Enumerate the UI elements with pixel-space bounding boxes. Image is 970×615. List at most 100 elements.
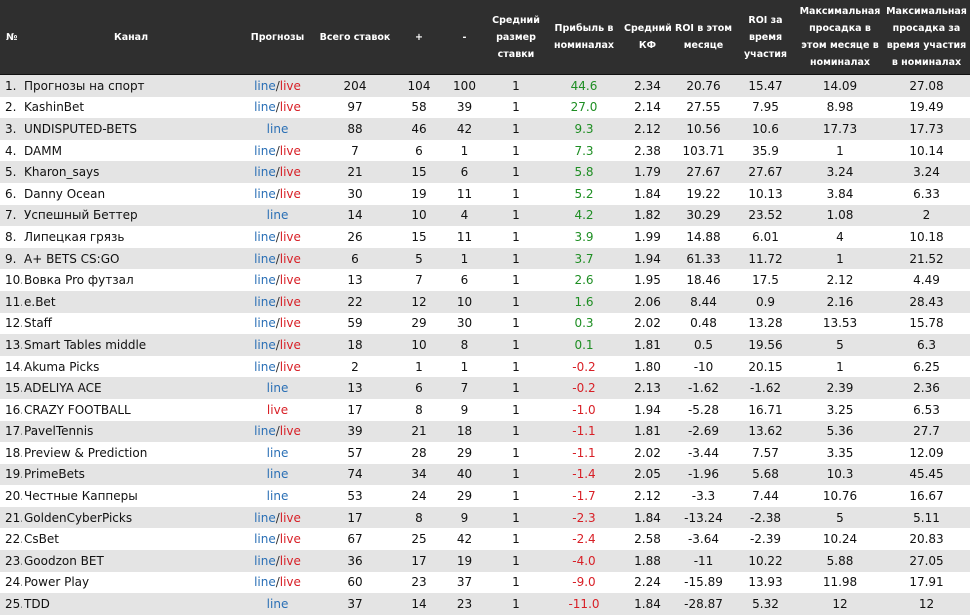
wins-count: 34 bbox=[395, 463, 443, 486]
forecast-line-link[interactable]: line bbox=[254, 510, 276, 525]
roi-month: -1.96 bbox=[673, 463, 734, 486]
forecast-line-link[interactable]: line bbox=[254, 424, 276, 439]
table-row[interactable]: 12.Staffline/live59293010.32.020.4813.28… bbox=[0, 312, 970, 335]
forecast-types: line/live bbox=[240, 420, 315, 443]
table-row[interactable]: 2. KashinBet line/live 97 58 39 1 27.0 2.14 27.55… bbox=[0, 96, 970, 119]
forecast-live-link[interactable]: live bbox=[279, 251, 301, 266]
roi-month: 19.22 bbox=[673, 182, 734, 205]
table-row[interactable]: 9. A+ BETS CS:GO line/live 6 5 1 1 3.7 1.94 61.33… bbox=[0, 247, 970, 270]
col-header-forecasts: Прогнозы bbox=[240, 0, 315, 75]
forecast-line-link[interactable]: line bbox=[266, 381, 289, 396]
table-row[interactable]: 3. UNDISPUTED-BETS line 88 46 42 1 9.3 2.12 10.56… bbox=[0, 118, 970, 140]
forecast-live-link[interactable]: live bbox=[279, 510, 301, 525]
channel-name: CRAZY FOOTBALL bbox=[22, 398, 240, 421]
channel-name: Akuma Picks bbox=[22, 355, 240, 378]
channel-name: Power Play bbox=[22, 571, 240, 594]
table-row[interactable]: 10.Вовка Pro футзалline/live137612.61.95… bbox=[0, 269, 970, 291]
table-row[interactable]: 23.Goodzon BETline/live3617191-4.01.88-1… bbox=[0, 550, 970, 572]
table-row[interactable]: 21.GoldenCyberPicksline/live17891-2.31.8… bbox=[0, 506, 970, 529]
total-bets: 204 bbox=[315, 74, 395, 97]
total-bets: 57 bbox=[315, 442, 395, 464]
forecast-live-link[interactable]: live bbox=[279, 553, 301, 568]
avg-stake: 1 bbox=[486, 420, 546, 443]
table-row[interactable]: 19.PrimeBets line 7434401-1.42.05-1.965.68… bbox=[0, 463, 970, 486]
forecast-types: line/live bbox=[240, 506, 315, 529]
total-bets: 22 bbox=[315, 290, 395, 313]
table-row[interactable]: 17.PavelTennisline/live3921181-1.11.81-2… bbox=[0, 420, 970, 443]
forecast-line-link[interactable]: line bbox=[254, 532, 276, 547]
table-row[interactable]: 15.ADELIYA ACEline13671-0.22.13-1.62-1.6… bbox=[0, 377, 970, 399]
forecast-line-link[interactable]: line bbox=[254, 553, 276, 568]
forecast-line-link[interactable]: line bbox=[266, 445, 289, 460]
table-row[interactable]: 24.Power Playline/live6023371-9.02.24-15… bbox=[0, 571, 970, 594]
forecast-line-link[interactable]: line bbox=[254, 575, 276, 590]
forecast-line-link[interactable]: line bbox=[254, 337, 276, 352]
forecast-line-link[interactable]: line bbox=[254, 78, 276, 93]
forecast-types: line/live bbox=[240, 74, 315, 97]
forecast-separator: / bbox=[275, 337, 280, 352]
table-row[interactable]: 7. Успешный Беттер line 14 10 4 1 4.2 1.82 30.29 2… bbox=[0, 204, 970, 227]
table-row[interactable]: 1. Прогнозы на спорт line/live 204 104 100 1 44… bbox=[0, 74, 970, 97]
forecast-live-link[interactable]: live bbox=[279, 337, 301, 352]
forecast-line-link[interactable]: line bbox=[254, 165, 276, 180]
forecast-live-link[interactable]: live bbox=[279, 165, 301, 180]
avg-kf: 1.84 bbox=[622, 182, 673, 205]
table-row[interactable]: 20.Честные Капперы line 5324291-1.72.12-3.… bbox=[0, 485, 970, 507]
forecast-live-link[interactable]: live bbox=[279, 424, 301, 439]
forecast-line-link[interactable]: line bbox=[266, 467, 289, 482]
forecast-live-link[interactable]: live bbox=[279, 273, 301, 288]
avg-stake: 1 bbox=[486, 247, 546, 270]
forecast-live-link[interactable]: live bbox=[279, 532, 301, 547]
avg-kf: 1.82 bbox=[622, 204, 673, 227]
table-row[interactable]: 14.Akuma Picksline/live2111-0.21.80-1020… bbox=[0, 355, 970, 378]
drawdown-month: 12 bbox=[797, 593, 883, 615]
forecast-line-link[interactable]: line bbox=[266, 121, 289, 136]
roi-month: 14.88 bbox=[673, 226, 734, 248]
forecast-line-link[interactable]: line bbox=[254, 186, 276, 201]
roi-month: -5.28 bbox=[673, 398, 734, 421]
drawdown-all-time: 27.7 bbox=[883, 420, 970, 443]
table-row[interactable]: 13.Smart Tables middleline/live1810810.1… bbox=[0, 334, 970, 356]
forecast-live-link[interactable]: live bbox=[279, 78, 301, 93]
avg-kf: 2.34 bbox=[622, 74, 673, 97]
forecast-line-link[interactable]: line bbox=[254, 100, 276, 115]
forecast-line-link[interactable]: line bbox=[254, 316, 276, 331]
forecast-line-link[interactable]: line bbox=[254, 229, 276, 244]
forecast-line-link[interactable]: line bbox=[266, 597, 289, 612]
roi-all-time: 16.71 bbox=[734, 398, 797, 421]
forecast-line-link[interactable]: line bbox=[254, 143, 276, 158]
wins-count: 19 bbox=[395, 182, 443, 205]
table-row[interactable]: 6. Danny Ocean line/live 30 19 11 1 5.2 1.84 19.2… bbox=[0, 182, 970, 205]
table-row[interactable]: 11.e.Betline/live22121011.62.068.440.92.… bbox=[0, 290, 970, 313]
wins-count: 1 bbox=[395, 355, 443, 378]
forecast-live-link[interactable]: live bbox=[279, 294, 301, 309]
forecast-line-link[interactable]: line bbox=[266, 208, 289, 223]
forecast-line-link[interactable]: line bbox=[266, 489, 289, 504]
forecast-line-link[interactable]: line bbox=[254, 359, 276, 374]
table-row[interactable]: 4. DAMM line/live 7 6 1 1 7.3 2.38 103.71 35.9 1 10.… bbox=[0, 139, 970, 162]
avg-kf: 1.88 bbox=[622, 550, 673, 572]
forecast-live-link[interactable]: live bbox=[279, 359, 301, 374]
forecast-types: line/live bbox=[240, 139, 315, 162]
roi-all-time: 11.72 bbox=[734, 247, 797, 270]
forecast-line-link[interactable]: line bbox=[254, 251, 276, 266]
avg-stake: 1 bbox=[486, 485, 546, 507]
table-row[interactable]: 22.CsBetline/live6725421-2.42.58-3.64-2.… bbox=[0, 528, 970, 551]
wins-count: 10 bbox=[395, 204, 443, 227]
forecast-live-link[interactable]: live bbox=[279, 575, 301, 590]
forecast-live-link[interactable]: live bbox=[279, 316, 301, 331]
forecast-line-link[interactable]: line bbox=[254, 294, 276, 309]
drawdown-all-time: 2 bbox=[883, 204, 970, 227]
forecast-types: line bbox=[240, 442, 315, 464]
table-row[interactable]: 8. Липецкая грязь line/live 26 15 11 1 3.9 1.99 1… bbox=[0, 226, 970, 248]
forecast-line-link[interactable]: line bbox=[254, 273, 276, 288]
forecast-live-link[interactable]: live bbox=[279, 143, 301, 158]
forecast-live-link[interactable]: live bbox=[279, 186, 301, 201]
forecast-live-link[interactable]: live bbox=[266, 402, 289, 417]
table-row[interactable]: 18.Preview & Prediction line 5728291-1.12.… bbox=[0, 442, 970, 464]
table-row[interactable]: 16.CRAZY FOOTBALL live 17891-1.01.94-5.281… bbox=[0, 398, 970, 421]
forecast-live-link[interactable]: live bbox=[279, 229, 301, 244]
table-row[interactable]: 5. Kharon_says line/live 21 15 6 1 5.8 1.79 27.67… bbox=[0, 161, 970, 183]
forecast-live-link[interactable]: live bbox=[279, 100, 301, 115]
